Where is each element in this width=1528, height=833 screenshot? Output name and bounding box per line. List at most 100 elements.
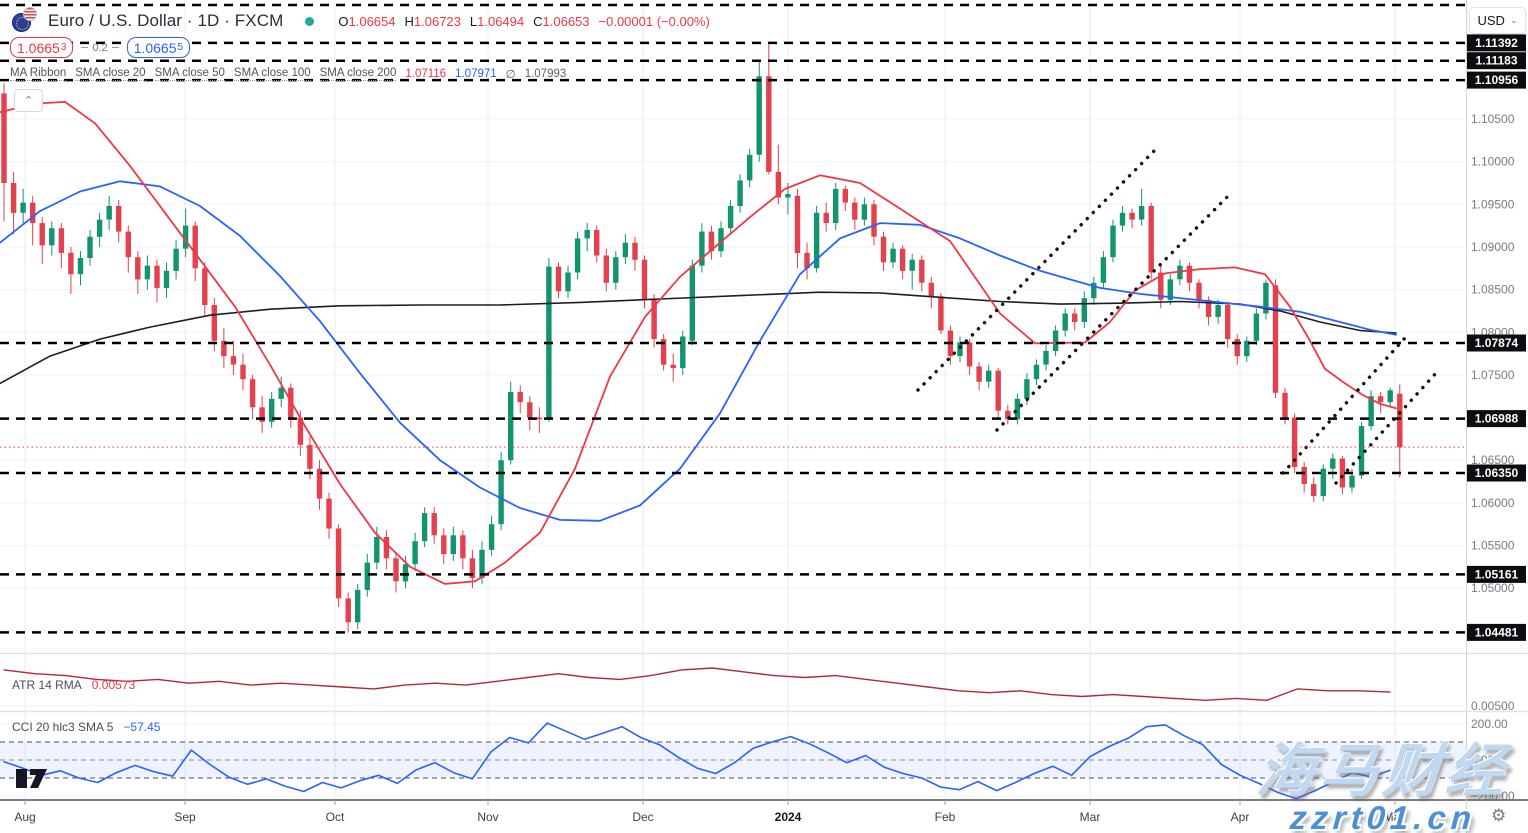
- candle: [393, 558, 399, 582]
- candle: [1330, 458, 1336, 469]
- candle: [1272, 285, 1279, 393]
- low-label: L: [469, 13, 478, 29]
- sell-price-button[interactable]: 1.0665 3: [10, 37, 74, 58]
- axis-settings-gear-icon[interactable]: ⚙: [1491, 806, 1507, 825]
- candle: [173, 248, 179, 271]
- currency-selector[interactable]: USD ⌄: [1469, 7, 1526, 34]
- tradingview-logo[interactable]: [16, 769, 50, 795]
- candle: [1215, 305, 1221, 317]
- candle: [1033, 364, 1040, 380]
- price-level-badge: [1467, 623, 1526, 641]
- candlestick-series: [1, 43, 1403, 633]
- candle: [192, 225, 198, 269]
- candle: [1263, 282, 1269, 314]
- price-tick: 1.06000: [1471, 496, 1515, 510]
- price-level-badge: [1467, 464, 1526, 482]
- candle: [182, 225, 189, 249]
- sma200-line: [0, 291, 1397, 385]
- price-level-badge: [1467, 334, 1526, 352]
- sma50-line: [0, 180, 1397, 522]
- price-tick: 1.07500: [1471, 368, 1515, 382]
- candle: [909, 259, 915, 271]
- candle: [1119, 212, 1126, 226]
- average-icon: ∅: [505, 69, 516, 81]
- candle: [670, 364, 676, 369]
- candle: [861, 204, 868, 220]
- month-label: Aug: [14, 810, 35, 824]
- candle: [316, 468, 323, 499]
- buy-price-button[interactable]: 1.0665 5: [126, 37, 191, 58]
- candle: [737, 180, 743, 206]
- candle: [297, 417, 304, 445]
- collapse-legend-button[interactable]: ⌃: [14, 89, 43, 112]
- close-value: 1.06653: [542, 13, 590, 29]
- candle: [402, 564, 409, 582]
- price-tick: 1.10500: [1471, 112, 1515, 126]
- candle: [565, 272, 571, 292]
- symbol-title[interactable]: Euro / U.S. Dollar · 1D · FXCM: [48, 11, 284, 30]
- candle: [689, 265, 695, 341]
- indicator-name: MA Ribbon: [10, 67, 67, 81]
- candle: [230, 356, 237, 365]
- month-label: Dec: [632, 810, 653, 824]
- candle: [613, 257, 619, 283]
- price-level-badge-text: 1.05161: [1475, 567, 1519, 581]
- candle: [1349, 475, 1355, 488]
- low-value: 1.06494: [477, 13, 525, 29]
- candle: [221, 340, 227, 357]
- candle: [651, 299, 657, 339]
- price-level-badge-text: 1.04481: [1475, 625, 1519, 639]
- price-tick: 1.09000: [1471, 240, 1515, 254]
- candle: [1377, 396, 1384, 403]
- candle: [163, 270, 170, 288]
- candle: [1234, 339, 1240, 357]
- candle: [871, 204, 877, 237]
- candle: [450, 535, 456, 555]
- candle: [756, 76, 762, 155]
- market-status-icon[interactable]: [305, 16, 315, 26]
- candle: [536, 417, 543, 420]
- candle: [1368, 396, 1374, 427]
- candle: [1301, 467, 1307, 485]
- trendline-annotation[interactable]: [1334, 370, 1439, 485]
- candle: [211, 305, 217, 341]
- candle: [1397, 393, 1403, 448]
- candle: [899, 248, 906, 271]
- candle: [364, 562, 370, 590]
- candle: [77, 258, 84, 275]
- candle: [574, 238, 581, 273]
- atr-legend[interactable]: ATR 14 RMA 0.00573: [12, 678, 136, 692]
- candle: [957, 342, 963, 357]
- candle: [1005, 410, 1011, 420]
- candle: [1062, 313, 1068, 331]
- candle: [469, 558, 476, 578]
- candle: [1, 93, 7, 183]
- trendline-annotation[interactable]: [916, 146, 1159, 392]
- candle: [1072, 313, 1078, 322]
- cci-tick: 200.00: [1471, 717, 1508, 731]
- candle: [49, 228, 55, 246]
- candle: [259, 407, 265, 422]
- open-label: O: [338, 13, 349, 29]
- candle: [144, 265, 151, 280]
- candle: [10, 183, 17, 213]
- candle: [1129, 212, 1135, 220]
- candle: [125, 231, 131, 258]
- sma20-line: [0, 101, 1397, 585]
- candle: [1320, 468, 1326, 496]
- month-label: Mar: [1080, 810, 1101, 824]
- month-label: May: [1384, 810, 1407, 824]
- change-value: −0.00001 (−0.00%): [598, 13, 710, 29]
- candle: [431, 513, 437, 536]
- candle: [852, 202, 858, 220]
- ma-ribbon-legend[interactable]: MA Ribbon SMA close 20 SMA close 50 SMA …: [10, 67, 567, 81]
- candle: [1177, 265, 1183, 280]
- month-label: Sep: [174, 810, 196, 824]
- candle: [976, 366, 982, 382]
- open-value: 1.06654: [348, 13, 396, 29]
- cci-legend[interactable]: CCI 20 hlc3 SMA 5 −57.45: [12, 720, 161, 734]
- cci-tick: 0.00: [1471, 753, 1495, 767]
- candle: [1311, 484, 1317, 496]
- atr-line: [3, 667, 1391, 701]
